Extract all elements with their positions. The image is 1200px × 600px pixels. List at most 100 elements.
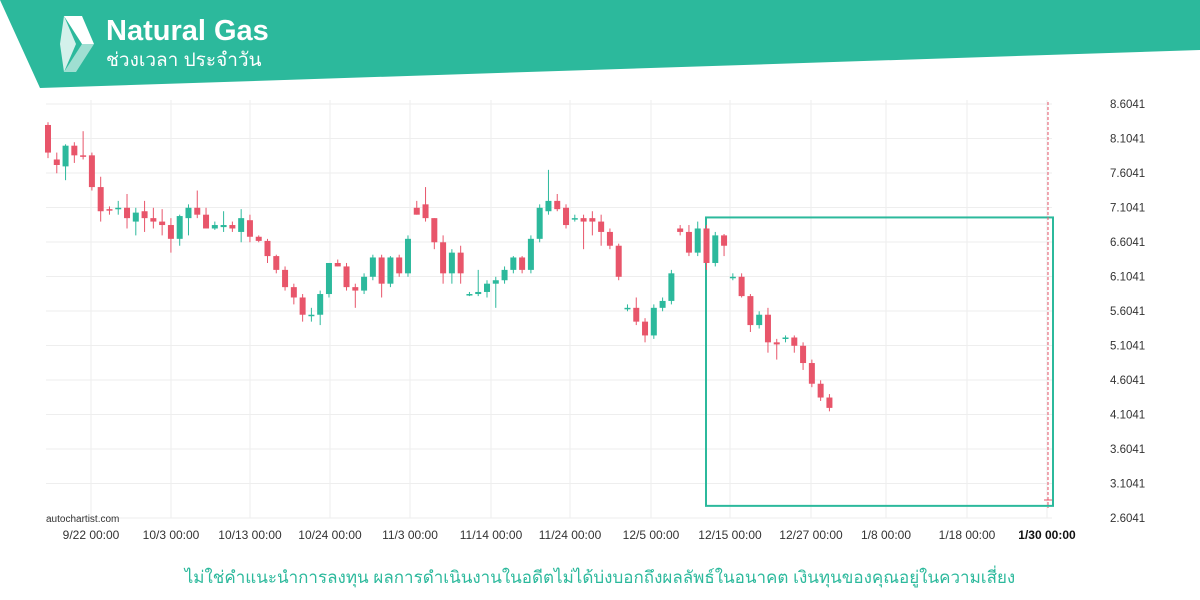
timeframe-subtitle: ช่วงเวลา ประจำวัน [106,50,262,71]
candle-body [229,225,236,229]
candle-down [97,176,104,222]
candle-down [343,262,350,291]
candle-down [642,318,649,343]
x-tick-label: 12/5 00:00 [623,528,680,542]
candle-up [325,262,332,298]
y-tick-label: 3.6041 [1110,444,1145,456]
page-title: Natural Gas [106,15,269,47]
candle-up [220,211,227,232]
candle-body [817,383,824,398]
candle-body [273,256,280,270]
candle-up [387,256,394,288]
candle-body [282,269,289,288]
candle-up [211,221,218,230]
candle-body [246,220,253,237]
candle-up [729,273,736,281]
candle-up [475,269,482,297]
candle-body [677,228,684,232]
candle-body [527,238,534,270]
y-tick-label: 2.6041 [1110,513,1145,525]
candle-body [703,228,710,263]
candle-body [325,262,332,295]
candle-down [45,122,51,159]
y-tick-label: 5.1041 [1110,341,1145,353]
candle-up [62,144,69,181]
candle-body [141,211,148,219]
candle-body [352,287,359,291]
header-banner [0,0,1200,88]
candle-down [457,245,464,284]
candle-down [606,228,613,250]
candle-body [220,225,227,228]
candle-body [308,314,315,317]
candle-body [211,225,218,229]
candle-body [150,218,157,222]
candle-body [756,314,763,326]
x-tick-label: 11/24 00:00 [539,528,602,542]
candle-up [510,256,517,274]
candle-body [387,257,394,284]
candle-body [694,228,701,253]
candle-up [668,269,675,305]
candle-body [159,221,166,226]
candle-up [466,291,473,297]
candle-body [167,225,174,239]
candle-body [606,231,613,246]
candle-body [334,262,341,267]
x-tick-label: 10/13 00:00 [218,528,282,542]
candle-body [650,307,657,336]
y-tick-label: 6.6041 [1110,237,1145,249]
chart-grid [46,100,1052,519]
autochartist-logo-icon [60,16,94,72]
candle-body [203,214,210,229]
y-tick-label: 7.6041 [1110,168,1145,180]
x-tick-label-current: 1/30 00:00 [1018,528,1076,542]
candle-body [475,291,482,295]
candle-up [492,276,499,308]
candle-down [633,297,640,326]
candle-body [369,257,376,277]
candle-body [554,200,561,210]
candle-up [238,209,245,243]
y-tick-label: 8.6041 [1110,99,1145,111]
y-tick-label: 4.6041 [1110,375,1145,387]
candle-up [545,169,552,215]
candle-down [71,142,78,163]
candle-down [246,214,253,243]
candle-up [115,200,122,215]
candle-down [431,218,438,250]
candle-body [571,218,578,220]
candle-body [589,218,596,222]
candle-body [484,283,490,292]
candle-body [422,204,429,219]
x-tick-label: 10/3 00:00 [143,528,200,542]
candle-down [817,380,824,401]
candle-up [650,304,657,339]
x-tick-label: 12/27 00:00 [779,528,843,542]
candle-body [378,257,385,284]
candle-up [571,214,578,222]
candle-body [71,145,78,156]
candle-down [203,207,210,229]
candle-body [738,276,745,297]
candle-body [431,218,438,243]
y-tick-label: 8.1041 [1110,134,1145,146]
candle-down [826,394,833,412]
candle-up [317,290,324,326]
candle-down [580,214,587,250]
candle-body [729,276,736,279]
candle-down [378,254,385,298]
candle-up [361,273,368,295]
candle-body [642,321,649,336]
candle-down [106,206,113,215]
candle-body [510,257,517,270]
candles [45,122,833,412]
candle-body [747,296,754,326]
candle-body [396,257,403,274]
candle-down [519,256,526,274]
candle-body [721,235,728,246]
candle-up [694,221,701,257]
candle-body [615,245,622,277]
x-tick-label: 10/24 00:00 [298,528,362,542]
candle-down [747,294,754,332]
